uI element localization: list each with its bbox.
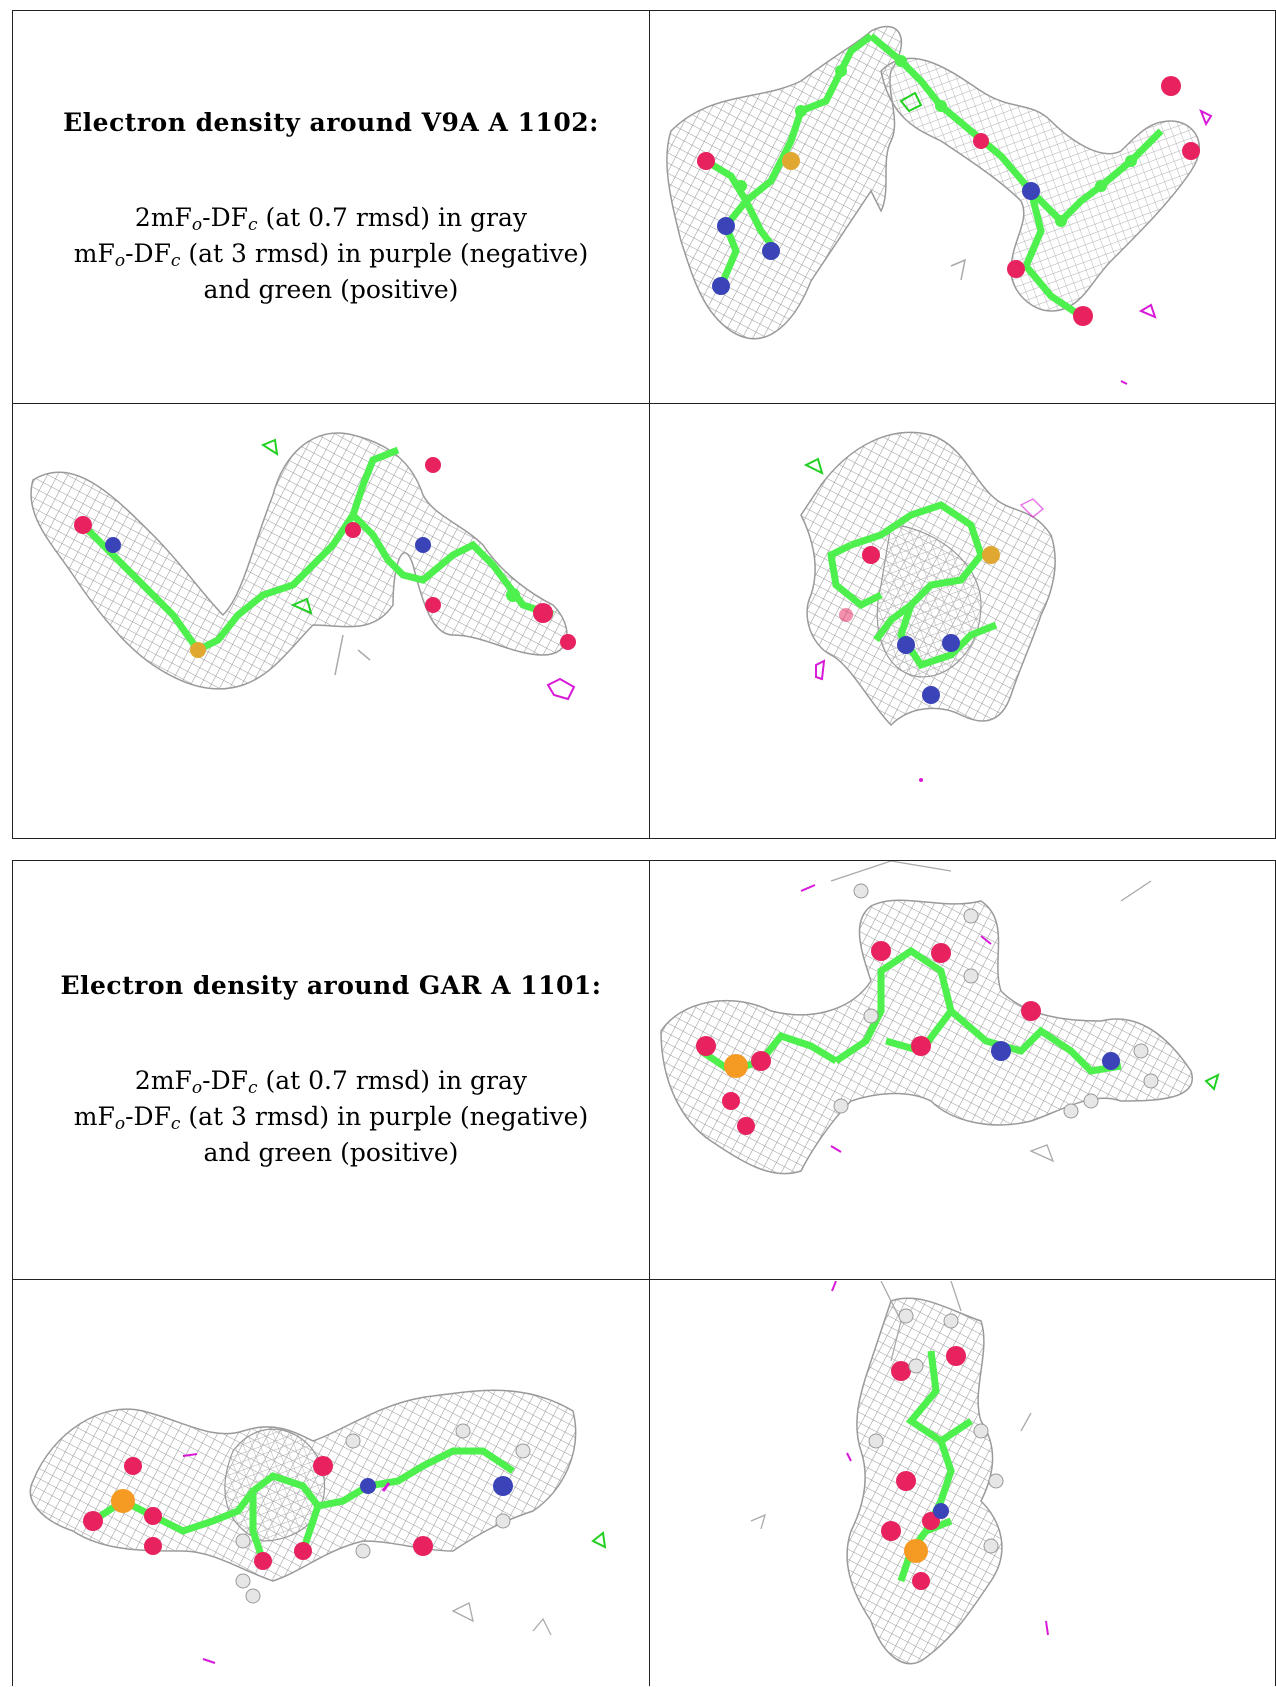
row-divider [13,1279,1275,1280]
map2-line: mFo-DFc (at 3 rmsd) in purple (negative) [73,238,589,271]
caption-cell: Electron density around V9A A 1102: 2mFo… [13,11,649,403]
column-divider [649,11,650,838]
map-description: 2mFo-DFc (at 0.7 rmsd) in gray mFo-DFc (… [74,201,588,307]
molecule-render [800,431,1056,782]
row-divider [13,403,1275,404]
molecule-render [29,1389,607,1664]
density-view-2 [13,405,649,840]
map-description: 2mFo-DFc (at 0.7 rmsd) in gray mFo-DFc (… [74,1064,588,1170]
column-divider [649,861,650,1686]
density-view-1 [651,861,1276,1279]
map2-continuation: and green (positive) [203,1137,459,1167]
density-view-3 [651,405,1276,840]
map1-line: 2mFo-DFc (at 0.7 rmsd) in gray [134,202,528,235]
map1-line: 2mFo-DFc (at 0.7 rmsd) in gray [134,1065,528,1098]
map2-continuation: and green (positive) [203,274,459,304]
molecule-render [30,432,576,701]
density-view-3 [651,1281,1276,1687]
density-table-v9a: Electron density around V9A A 1102: 2mFo… [12,10,1276,839]
block-title: Electron density around GAR A 1101: [60,970,602,1000]
density-view-2 [13,1281,649,1687]
density-table-gar: Electron density around GAR A 1101: 2mFo… [12,860,1276,1686]
block-title: Electron density around V9A A 1102: [63,107,599,137]
density-view-1 [651,11,1276,403]
caption-cell: Electron density around GAR A 1101: 2mFo… [13,861,649,1279]
molecule-render [750,1281,1049,1665]
molecule-render [666,25,1213,385]
map2-line: mFo-DFc (at 3 rmsd) in purple (negative) [73,1101,589,1134]
molecule-render [660,861,1220,1175]
